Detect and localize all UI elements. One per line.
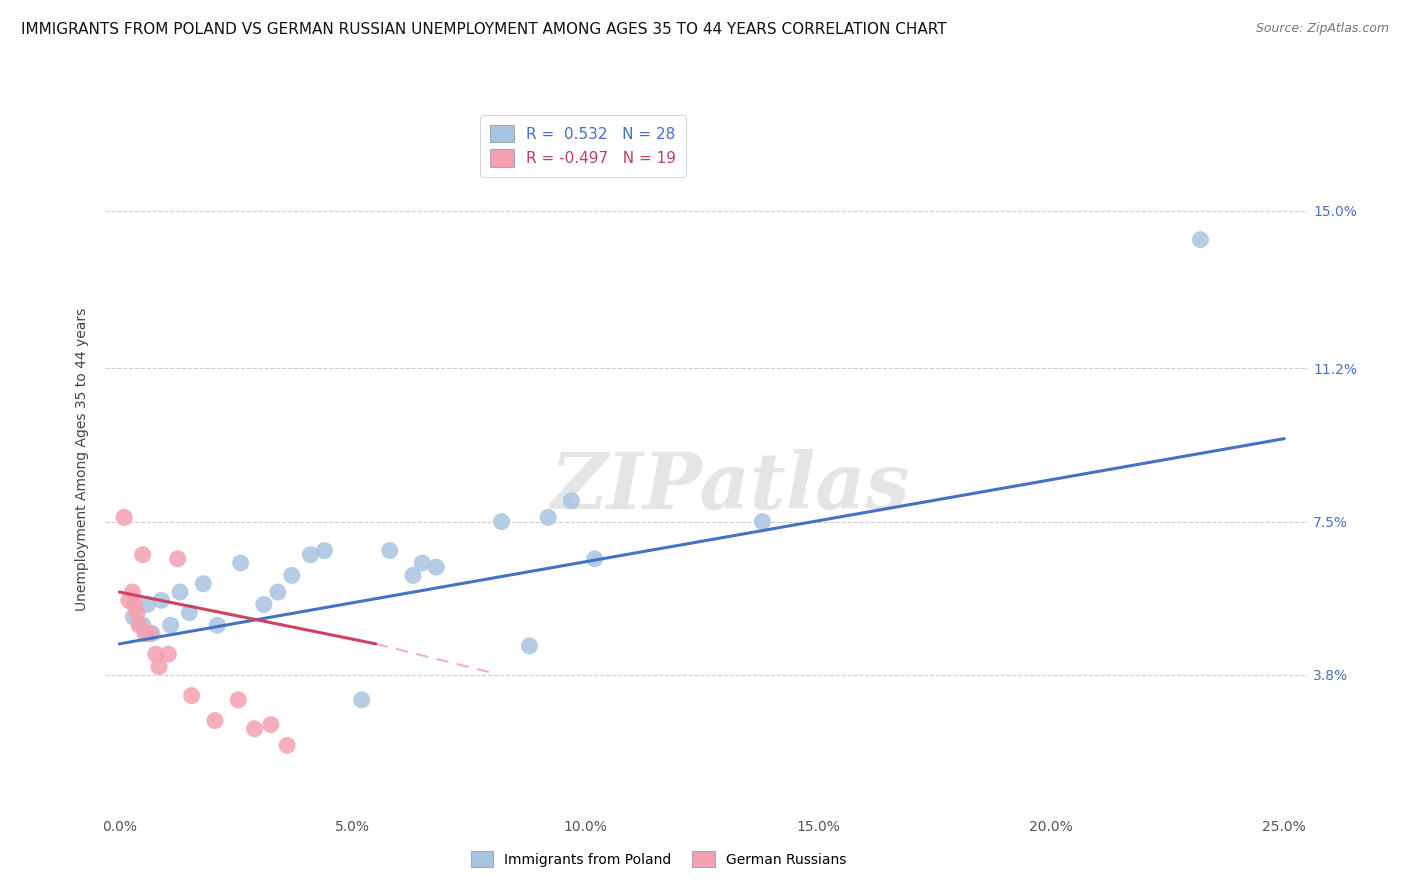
Point — [253, 598, 276, 612]
Point — [132, 618, 155, 632]
Point — [112, 510, 135, 524]
Point — [276, 739, 298, 753]
Point — [118, 593, 141, 607]
Point — [350, 693, 373, 707]
Text: Source: ZipAtlas.com: Source: ZipAtlas.com — [1256, 22, 1389, 36]
Point — [169, 585, 191, 599]
Point — [157, 647, 180, 661]
Point — [148, 659, 170, 673]
Point — [229, 556, 252, 570]
Point — [560, 493, 582, 508]
Point — [299, 548, 322, 562]
Point — [179, 606, 201, 620]
Point — [204, 714, 226, 728]
Point — [127, 606, 149, 620]
Point — [425, 560, 447, 574]
Point — [180, 689, 202, 703]
Point — [583, 552, 606, 566]
Point — [141, 626, 163, 640]
Point — [1189, 233, 1212, 247]
Point — [243, 722, 266, 736]
Point — [537, 510, 560, 524]
Point — [491, 515, 513, 529]
Point — [145, 647, 167, 661]
Point — [751, 515, 773, 529]
Point — [121, 585, 143, 599]
Point — [260, 717, 283, 731]
Legend: Immigrants from Poland, German Russians: Immigrants from Poland, German Russians — [463, 843, 855, 875]
Point — [150, 593, 173, 607]
Point — [207, 618, 229, 632]
Point — [136, 598, 159, 612]
Text: ZIPatlas: ZIPatlas — [551, 450, 910, 525]
Point — [402, 568, 425, 582]
Point — [378, 543, 401, 558]
Point — [132, 548, 155, 562]
Point — [124, 598, 146, 612]
Point — [134, 626, 156, 640]
Point — [267, 585, 290, 599]
Point — [519, 639, 541, 653]
Point — [281, 568, 304, 582]
Point — [411, 556, 433, 570]
Text: IMMIGRANTS FROM POLAND VS GERMAN RUSSIAN UNEMPLOYMENT AMONG AGES 35 TO 44 YEARS : IMMIGRANTS FROM POLAND VS GERMAN RUSSIAN… — [21, 22, 946, 37]
Point — [166, 552, 188, 566]
Y-axis label: Unemployment Among Ages 35 to 44 years: Unemployment Among Ages 35 to 44 years — [76, 308, 90, 611]
Point — [314, 543, 336, 558]
Point — [122, 610, 145, 624]
Point — [138, 626, 160, 640]
Point — [159, 618, 181, 632]
Point — [128, 618, 150, 632]
Point — [226, 693, 249, 707]
Point — [193, 576, 215, 591]
